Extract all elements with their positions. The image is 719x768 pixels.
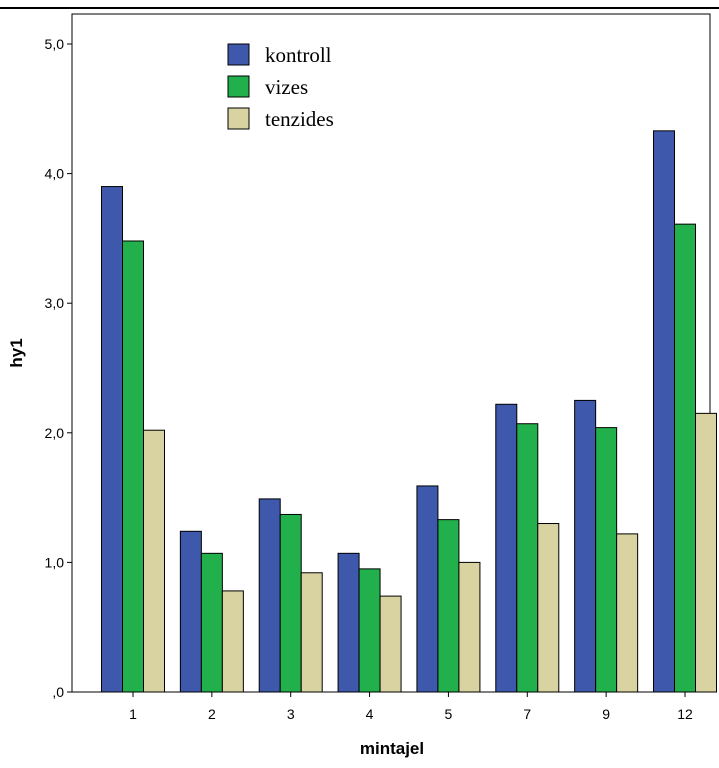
bar-tenzides bbox=[537, 523, 560, 693]
bar-kontroll bbox=[653, 130, 675, 693]
bar-kontroll bbox=[574, 399, 597, 693]
bar-kontroll bbox=[337, 552, 360, 693]
y-tick-label: 3,0 bbox=[45, 295, 65, 311]
bar-tenzides bbox=[143, 429, 165, 693]
y-tick-label: 5,0 bbox=[45, 36, 65, 52]
y-tick-label: ,0 bbox=[52, 684, 64, 700]
x-tick-label: 3 bbox=[287, 706, 295, 722]
x-axis: 1 2 3 4 5 7 9 12 bbox=[129, 692, 693, 722]
legend-swatch-kontroll bbox=[227, 43, 250, 66]
bar-kontroll bbox=[101, 186, 123, 693]
y-tick-label: 4,0 bbox=[45, 166, 65, 182]
bar-tenzides bbox=[695, 412, 717, 693]
legend: kontroll vizes tenzides bbox=[227, 43, 334, 131]
bar-kontroll bbox=[179, 530, 202, 693]
x-tick-label: 4 bbox=[366, 706, 374, 722]
legend-swatch-tenzides bbox=[227, 107, 250, 130]
y-tick-label: 2,0 bbox=[45, 425, 65, 441]
bar-tenzides bbox=[379, 595, 402, 693]
bar-tenzides bbox=[458, 561, 481, 693]
bar-tenzides bbox=[221, 590, 244, 693]
x-tick-label: 7 bbox=[523, 706, 531, 722]
x-tick-label: 1 bbox=[129, 706, 137, 722]
bar-vizes bbox=[122, 240, 144, 693]
bar-vizes bbox=[595, 427, 618, 693]
bar-kontroll bbox=[416, 485, 439, 693]
bar-kontroll bbox=[258, 498, 281, 693]
x-tick-label: 2 bbox=[208, 706, 216, 722]
bar-vizes bbox=[279, 513, 302, 693]
y-axis-title: hy1 bbox=[7, 338, 26, 367]
x-tick-label: 5 bbox=[445, 706, 453, 722]
bar-kontroll bbox=[495, 403, 518, 693]
x-tick-label: 9 bbox=[602, 706, 610, 722]
bar-vizes bbox=[516, 423, 539, 693]
bar-tenzides bbox=[300, 572, 323, 693]
bar-vizes bbox=[358, 568, 381, 693]
x-tick-label: 12 bbox=[677, 706, 693, 722]
bar-vizes bbox=[674, 223, 696, 693]
y-tick-label: 1,0 bbox=[45, 554, 65, 570]
x-axis-title: mintajel bbox=[360, 739, 424, 758]
legend-label: kontroll bbox=[265, 43, 332, 67]
legend-label: vizes bbox=[265, 75, 308, 99]
legend-swatch-vizes bbox=[227, 75, 250, 98]
y-axis: ,0 1,0 2,0 3,0 4,0 5,0 bbox=[45, 36, 72, 700]
bars-group bbox=[101, 130, 717, 693]
legend-label: tenzides bbox=[265, 107, 334, 131]
bar-vizes bbox=[437, 519, 460, 693]
bar-vizes bbox=[200, 552, 223, 693]
bar-tenzides bbox=[616, 533, 639, 693]
